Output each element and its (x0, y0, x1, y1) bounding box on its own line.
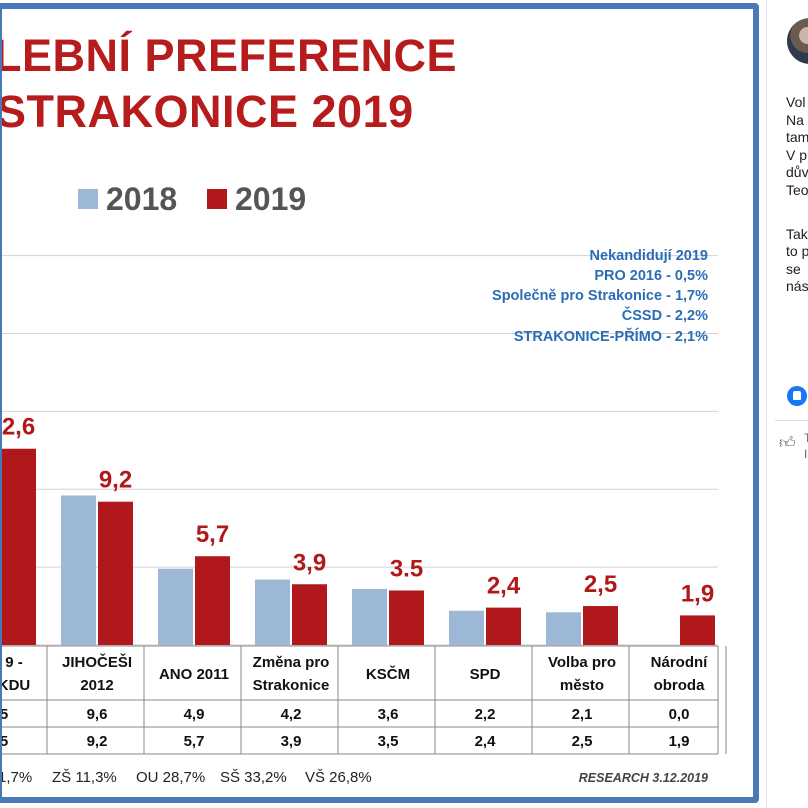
post-text-line: nás (786, 278, 808, 294)
table-value: 3,6 (378, 706, 399, 723)
note-line: Nekandidují 2019 (590, 248, 708, 264)
table-value: 2,2 (475, 706, 496, 723)
category-label: SPD (470, 666, 501, 683)
like-thumb-icon[interactable]: 👍︎ (779, 435, 796, 452)
note-line: Společně pro Strakonice - 1,7% (492, 288, 708, 304)
table-value: 2,1 (572, 706, 593, 723)
bar-2018 (158, 568, 193, 645)
post-text-line: tam (786, 129, 808, 145)
bar-2019 (486, 607, 521, 645)
table-value: 9,6 (87, 706, 108, 723)
post-text-line: Teo (786, 181, 808, 198)
category-label: Změna pro (253, 654, 330, 671)
bar-2019 (98, 501, 133, 645)
bar-data-label: 5,7 (196, 521, 229, 548)
table-value: 4,2 (281, 706, 302, 723)
table-value: 1,9 (669, 733, 690, 750)
bar-data-label: 9,2 (99, 467, 132, 494)
bar-data-label: 3,9 (293, 549, 326, 576)
table-value: 4,9 (184, 706, 205, 723)
category-label: Volba pro (548, 654, 616, 671)
bar-data-label: 2,4 (487, 573, 521, 600)
table-value: 3,5 (378, 733, 399, 750)
post-text-line: Na (786, 111, 804, 128)
legend-label-2019: 2019 (235, 181, 306, 217)
chart-title-line2: STRAKONICE 2019 (0, 86, 414, 137)
category-label: JIHOČEŠI (62, 653, 132, 671)
chart-slide: LEBNÍ PREFERENCE STRAKONICE 2019 2018 201… (0, 3, 759, 803)
source-note: RESEARCH 3.12.2019 (579, 771, 708, 785)
category-label: ANO 2011 (159, 666, 229, 683)
note-line: STRAKONICE-PŘÍMO - 2,1% (514, 327, 708, 345)
legend-label-2018: 2018 (106, 181, 177, 217)
legend-swatch-2019 (207, 189, 227, 209)
table-value: 0,0 (669, 706, 690, 723)
bar-2018 (546, 612, 581, 645)
category-label: Strakonice (253, 677, 330, 694)
like-reaction-icon[interactable] (787, 386, 807, 406)
bar-data-label: 3.5 (390, 555, 423, 582)
footer-stat: SŠ 33,2% (220, 769, 287, 786)
bar-data-label: 2,6 (2, 414, 35, 441)
post-text-line: Tak (786, 225, 808, 242)
note-line: PRO 2016 - 0,5% (594, 268, 708, 284)
post-text-line: Vol (786, 94, 806, 110)
post-text-line: to p (786, 243, 808, 259)
legend-swatch-2018 (78, 189, 98, 209)
bar-2019 (195, 556, 230, 645)
category-label: KDU (0, 677, 30, 694)
category-label: obroda (654, 677, 705, 694)
bar-2019 (292, 584, 327, 645)
category-label: KSČM (366, 665, 410, 683)
footer-stat: VŠ 26,8% (305, 769, 372, 786)
like-button-label-2[interactable]: I (804, 447, 808, 461)
bar-2019 (1, 448, 36, 645)
table-value: 2,4 (475, 733, 497, 750)
bar-2019 (680, 615, 715, 645)
table-value: 2,5 (572, 733, 593, 750)
table-value: 3,9 (281, 733, 302, 750)
note-line: ČSSD - 2,2% (622, 306, 708, 324)
category-label: 9 - (5, 654, 23, 671)
avatar[interactable] (787, 18, 808, 64)
footer-stat: OU 28,7% (136, 769, 205, 786)
category-label: Národní (651, 654, 709, 671)
chart-title-line1: LEBNÍ PREFERENCE (0, 30, 458, 81)
post-text-line: se (786, 260, 801, 277)
bar-2019 (583, 606, 618, 645)
footer-stat: 1,7% (0, 769, 32, 786)
bar-2018 (449, 610, 484, 645)
table-value: 9,2 (87, 733, 108, 750)
bar-2019 (389, 590, 424, 645)
divider (775, 420, 808, 421)
table-value: 5 (0, 706, 8, 723)
post-text-line: V p (786, 146, 808, 163)
category-label: město (560, 677, 604, 694)
table-value: 5 (0, 733, 8, 750)
bar-data-label: 1,9 (681, 580, 714, 607)
bar-2018 (61, 495, 96, 645)
category-label: 2012 (80, 677, 113, 694)
bar-chart: 2018 2019 Nekandidují 2019 PRO 2016 - 0,5% S… (0, 181, 727, 786)
bar-data-label: 2,5 (584, 571, 617, 598)
footer-stat: ZŠ 11,3% (52, 769, 117, 786)
bar-2018 (255, 579, 290, 645)
like-button-label[interactable]: T (804, 430, 808, 446)
table-value: 5,7 (184, 733, 205, 750)
post-text-line: dův (786, 164, 808, 180)
bar-2018 (352, 588, 387, 645)
